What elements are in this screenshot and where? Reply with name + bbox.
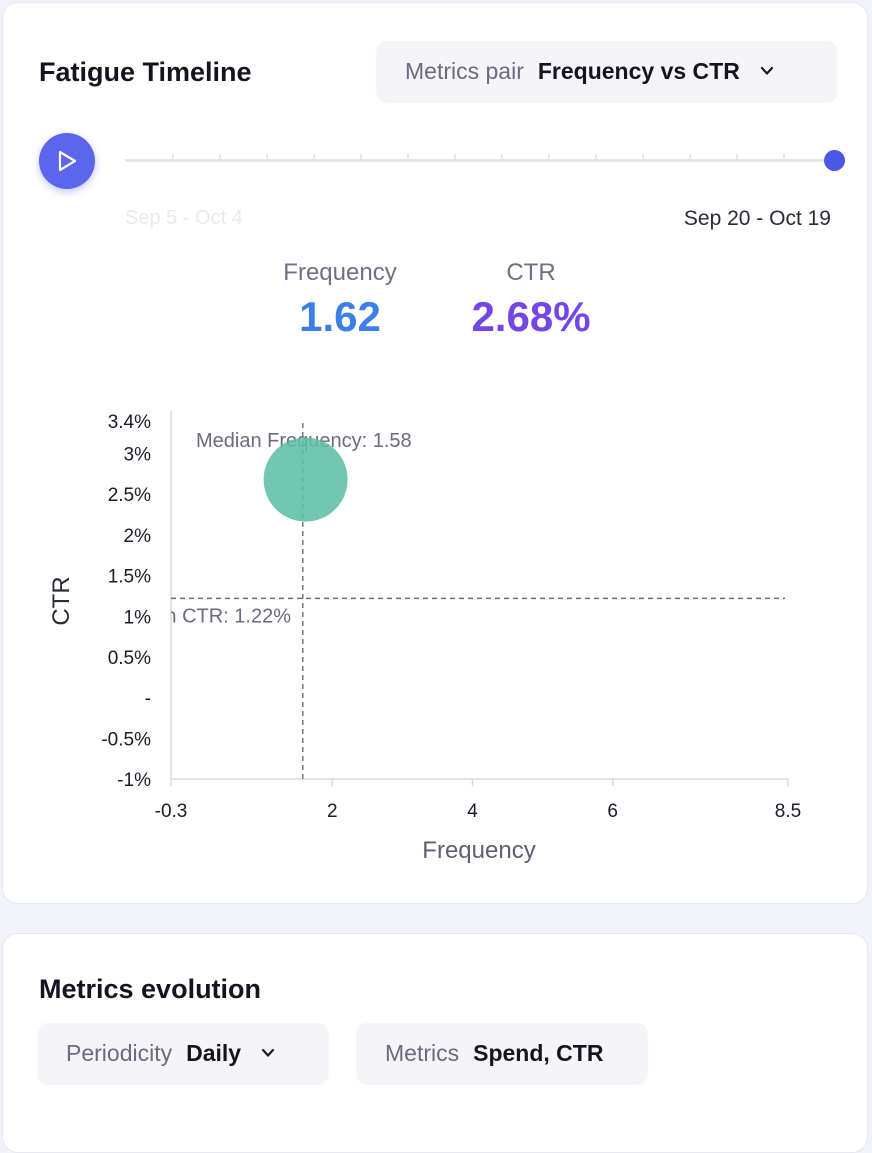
ctr-metric-value: 2.68%	[471, 293, 591, 340]
metrics-evolution-title: Metrics evolution	[39, 974, 262, 1004]
timeline-tick	[548, 154, 550, 160]
y-tick-label: 1.5%	[108, 567, 151, 588]
timeline-tick	[689, 154, 691, 160]
timeline-tick	[360, 154, 362, 160]
fatigue-timeline-title: Fatigue Timeline	[39, 57, 252, 87]
timeline-tick	[407, 154, 409, 160]
frequency-metric-label: Frequency	[283, 259, 397, 286]
y-tick-label: 2.5%	[108, 485, 151, 506]
metrics-evolution-card: Metrics evolution Periodicity Daily Metr…	[2, 933, 868, 1153]
y-tick-label: 2%	[124, 526, 152, 547]
timeline-tick	[454, 154, 456, 160]
play-icon	[58, 150, 77, 172]
fatigue-timeline-card: Fatigue Timeline Metrics pair Frequency …	[2, 2, 868, 904]
y-tick-label: 3.4%	[108, 412, 151, 433]
timeline-tick	[313, 154, 315, 160]
y-axis-label: CTR	[48, 576, 75, 625]
median-ctr-label: Median CTR: 1.22%	[111, 605, 291, 627]
x-tick-label: 8.5	[775, 801, 801, 822]
metrics-pair-label: Metrics pair	[405, 57, 524, 84]
y-tick-label: 1%	[124, 607, 152, 628]
timeline-tick	[219, 154, 221, 160]
timeline-tick	[642, 154, 644, 160]
periodicity-value: Daily	[186, 1039, 242, 1066]
range-end-label: Sep 20 - Oct 19	[683, 207, 831, 230]
x-tick-label: -0.3	[155, 801, 188, 822]
x-tick-label: 6	[607, 801, 618, 822]
metrics-dropdown[interactable]: Metrics Spend, CTR	[357, 1023, 647, 1083]
chevron-down-icon	[261, 1048, 275, 1057]
timeline-tick	[783, 154, 785, 160]
timeline-track[interactable]	[125, 159, 837, 162]
timeline-slider-handle[interactable]	[824, 150, 845, 171]
x-tick-label: 2	[327, 801, 338, 822]
periodicity-dropdown[interactable]: Periodicity Daily	[38, 1023, 328, 1083]
chevron-down-icon	[760, 66, 773, 75]
scatter-point	[263, 437, 348, 522]
timeline-tick	[595, 154, 597, 160]
timeline-tick	[172, 154, 174, 160]
x-axis-label: Frequency	[422, 837, 535, 864]
range-start-label: Sep 5 - Oct 4	[125, 207, 243, 229]
frequency-metric-value: 1.62	[299, 293, 381, 340]
y-tick-label: -1%	[117, 770, 151, 791]
frequency-metric: Frequency 1.62	[265, 259, 415, 341]
metrics-label: Metrics	[385, 1039, 460, 1066]
x-tick-label: 4	[467, 801, 478, 822]
play-button[interactable]	[39, 133, 95, 189]
timeline-tick	[736, 154, 738, 160]
y-tick-label: -	[145, 689, 151, 710]
timeline-tick	[501, 154, 503, 160]
ctr-metric: CTR 2.68%	[441, 259, 621, 341]
ctr-metric-label: CTR	[506, 259, 556, 286]
y-tick-label: -0.5%	[101, 729, 151, 750]
y-tick-label: 0.5%	[108, 648, 151, 669]
periodicity-label: Periodicity	[66, 1039, 173, 1066]
y-tick-label: 3%	[124, 445, 152, 466]
metrics-value: Spend, CTR	[473, 1039, 604, 1066]
timeline-tick	[266, 154, 268, 160]
metrics-pair-value: Frequency vs CTR	[537, 57, 740, 84]
metrics-pair-dropdown[interactable]: Metrics pair Frequency vs CTR	[377, 41, 837, 101]
